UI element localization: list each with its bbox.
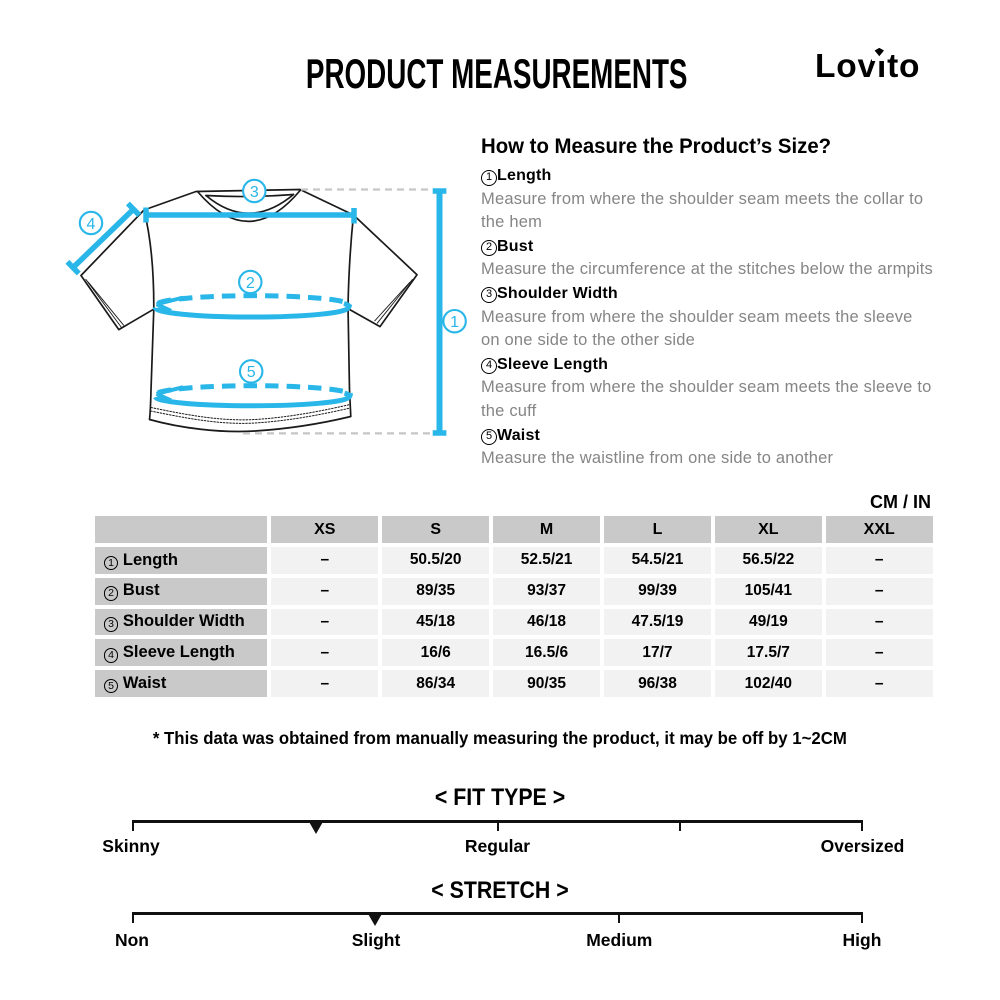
svg-text:3: 3 bbox=[250, 184, 259, 201]
svg-text:5: 5 bbox=[247, 364, 256, 381]
svg-text:1: 1 bbox=[450, 314, 459, 331]
svg-text:4: 4 bbox=[87, 216, 96, 233]
svg-text:2: 2 bbox=[246, 275, 255, 292]
